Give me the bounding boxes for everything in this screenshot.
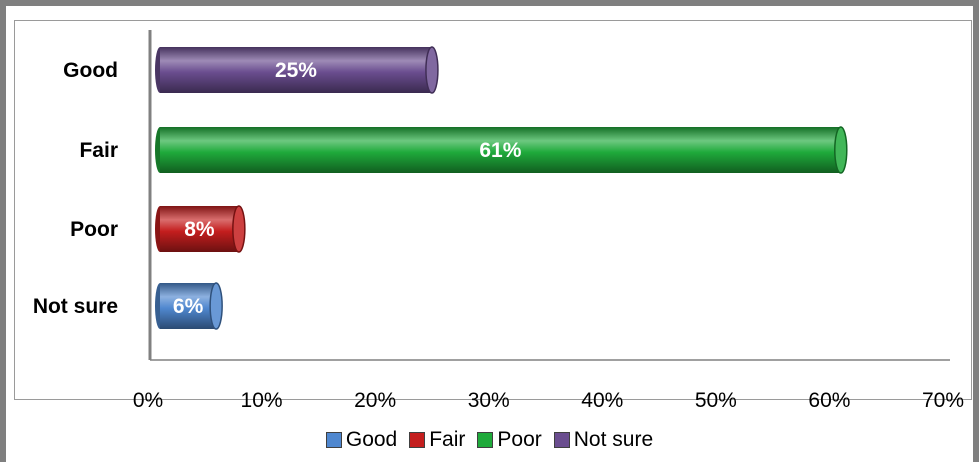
- legend-label: Fair: [429, 428, 466, 451]
- x-tick-label: 50%: [695, 389, 737, 412]
- legend-label: Good: [345, 428, 398, 451]
- bar-body: [160, 283, 217, 329]
- bar-end-cap: [209, 282, 223, 330]
- legend-swatch: [325, 432, 342, 448]
- bar-body: [160, 127, 841, 173]
- bar-body: [160, 206, 239, 252]
- bar-fair: [155, 126, 848, 174]
- bar-end-cap: [425, 46, 439, 94]
- bar-end-cap: [232, 205, 246, 253]
- x-tick-label: 30%: [468, 389, 510, 412]
- category-label: Not sure: [33, 295, 118, 318]
- bar-poor: [155, 205, 246, 253]
- legend-item-fair: Fair: [409, 428, 465, 452]
- bar-good: [155, 46, 439, 94]
- legend-swatch: [477, 432, 494, 448]
- x-tick-label: 60%: [808, 389, 850, 412]
- bar-body: [160, 47, 432, 93]
- category-label: Poor: [70, 218, 118, 241]
- legend-item-poor: Poor: [477, 428, 542, 452]
- legend-swatch: [553, 432, 570, 448]
- legend-item-not-sure: Not sure: [553, 428, 654, 452]
- category-label: Good: [63, 59, 118, 82]
- category-label: Fair: [79, 139, 118, 162]
- x-tick-label: 10%: [241, 389, 283, 412]
- legend-swatch: [409, 432, 426, 448]
- data-label: 25%: [275, 59, 317, 82]
- legend-label: Not sure: [573, 428, 654, 451]
- bar-not-sure: [155, 282, 223, 330]
- data-label: 6%: [173, 295, 204, 318]
- x-tick-label: 70%: [922, 389, 964, 412]
- bar-end-cap: [834, 126, 848, 174]
- legend-label: Poor: [497, 428, 542, 451]
- legend-item-good: Good: [325, 428, 398, 452]
- x-tick-label: 20%: [354, 389, 396, 412]
- legend: Good Fair Poor Not sure: [0, 428, 979, 452]
- data-label: 8%: [184, 218, 215, 241]
- x-tick-label: 40%: [581, 389, 623, 412]
- data-label: 61%: [479, 139, 521, 162]
- x-tick-label: 0%: [133, 389, 163, 412]
